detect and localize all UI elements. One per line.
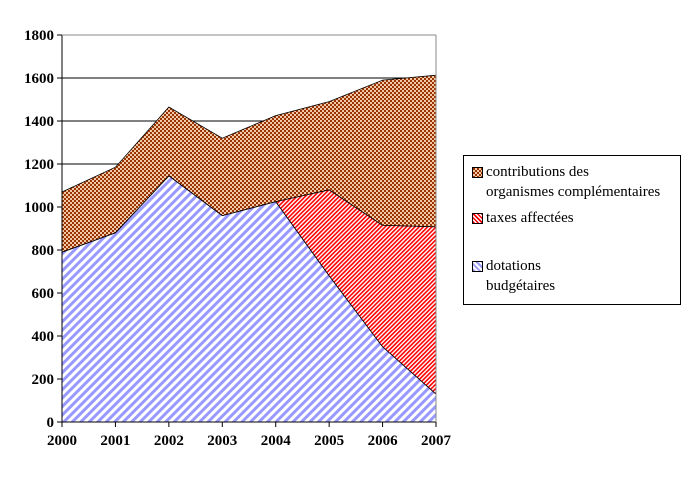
x-tick-label: 2000	[47, 433, 77, 449]
x-tick-label: 2007	[421, 433, 452, 449]
x-tick-label: 2003	[207, 433, 237, 449]
y-tick-label: 1800	[24, 28, 54, 44]
legend-item-dotations: dotations budgétaires	[472, 256, 555, 296]
y-tick-label: 400	[32, 329, 55, 345]
legend-label-line: budgétaires	[486, 278, 556, 294]
y-tick-label: 1000	[24, 200, 54, 216]
legend-item-taxes: taxes affectées	[472, 208, 574, 228]
legend-label-line: organismes complémentaires	[486, 184, 661, 200]
x-tick-label: 2001	[100, 433, 130, 449]
y-tick-label: 0	[47, 415, 55, 431]
legend-swatch	[472, 213, 483, 224]
legend-swatch	[472, 167, 483, 178]
legend-swatch	[472, 261, 483, 272]
x-tick-label: 2002	[154, 433, 184, 449]
y-tick-label: 1400	[24, 114, 54, 130]
y-tick-label: 1200	[24, 157, 54, 173]
legend-label-line: dotations	[486, 258, 541, 274]
legend-label: contributions des organismes complémentai…	[486, 162, 660, 202]
x-tick-label: 2006	[368, 433, 399, 449]
y-tick-label: 600	[32, 286, 55, 302]
y-tick-label: 800	[32, 243, 55, 259]
legend-label: taxes affectées	[486, 210, 574, 226]
legend: contributions des organismes complémentai…	[463, 155, 681, 305]
x-tick-label: 2004	[261, 433, 292, 449]
legend-label: dotations budgétaires	[486, 256, 555, 296]
y-tick-label: 200	[32, 372, 55, 388]
x-tick-label: 2005	[314, 433, 344, 449]
legend-item-contributions: contributions des organismes complémentai…	[472, 162, 660, 202]
legend-label-line: contributions des	[486, 164, 589, 180]
y-tick-label: 1600	[24, 71, 54, 87]
